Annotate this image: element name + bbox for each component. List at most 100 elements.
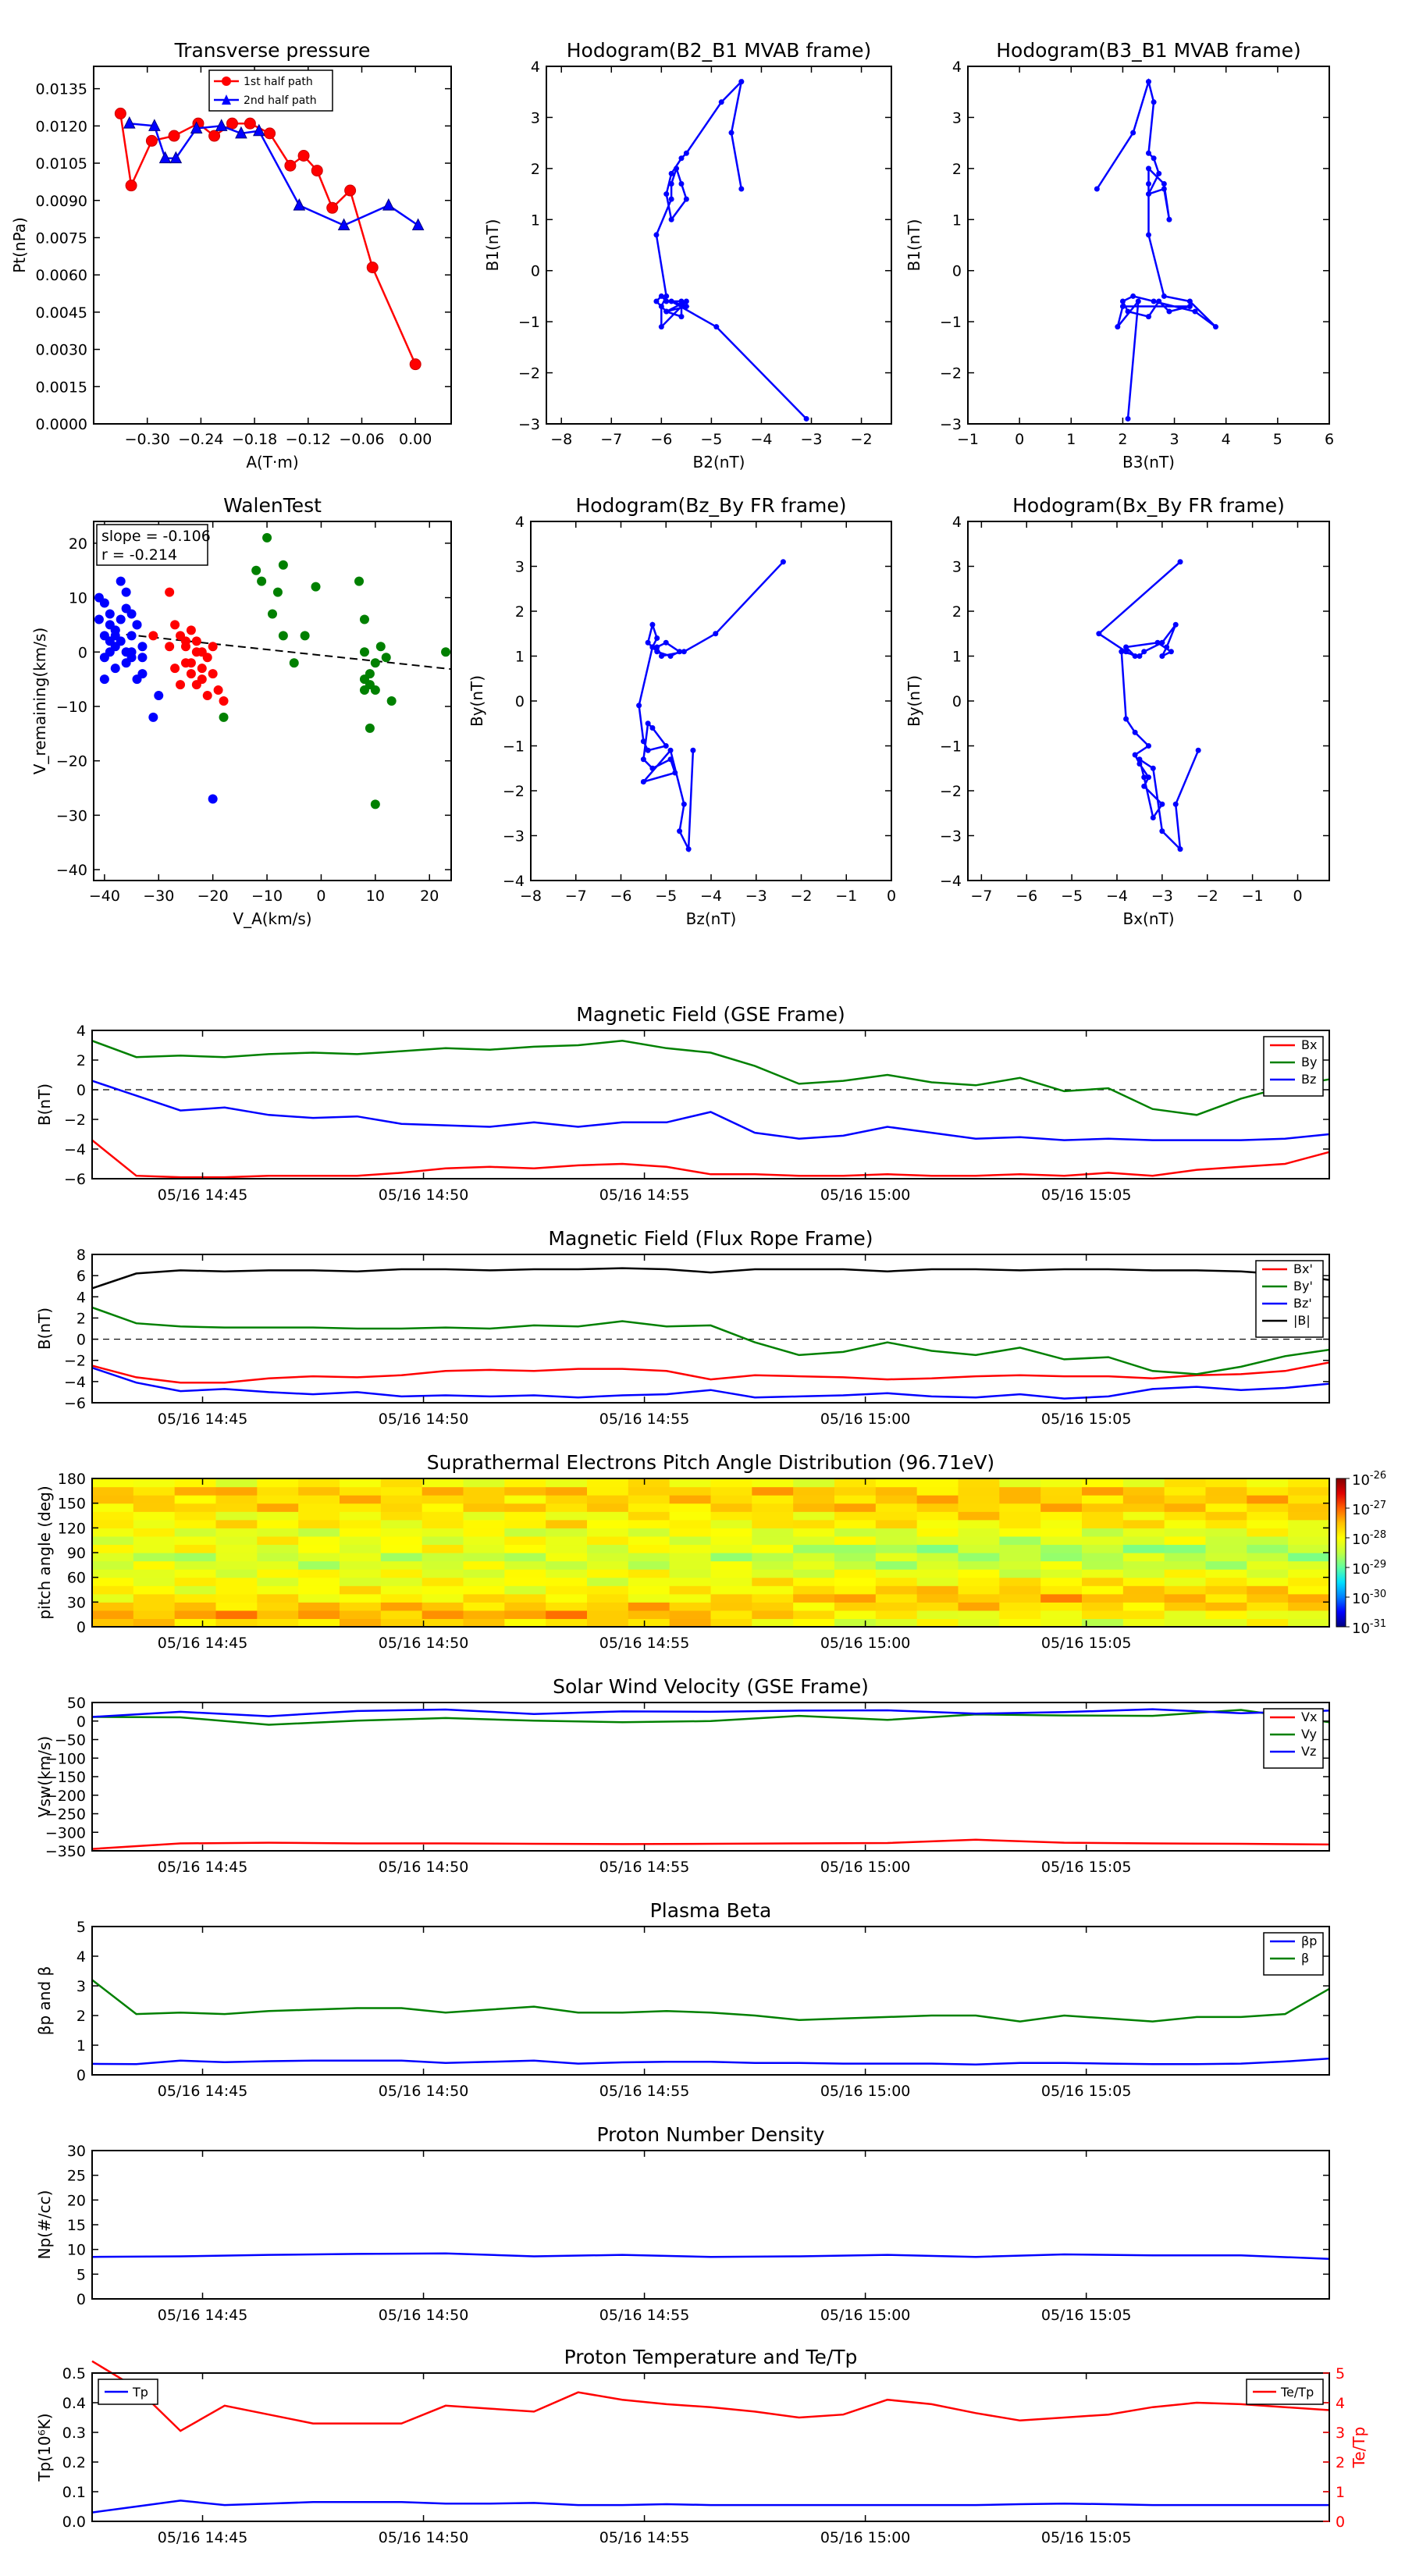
heatmap-cell <box>340 1495 382 1504</box>
heatmap-cell <box>834 1478 877 1488</box>
panel-hodogram-b2-b1: Hodogram(B2_B1 MVAB frame) −8 −7 −6 −5 −4 −3 −2… <box>483 39 892 471</box>
y-axis-label: B(nT) <box>35 1308 54 1350</box>
scatter-point <box>370 799 380 809</box>
scatter-point <box>219 696 229 706</box>
y-tick-label: 0 <box>515 693 525 710</box>
series-marker <box>1123 644 1129 650</box>
heatmap-cell <box>916 1553 959 1562</box>
heatmap-cell <box>793 1569 835 1578</box>
x-tick-label: 05/16 14:55 <box>599 1635 690 1652</box>
heatmap-cell <box>875 1569 918 1578</box>
series-marker <box>1172 801 1179 807</box>
heatmap-cell <box>1205 1503 1247 1512</box>
heatmap-cell <box>587 1535 629 1546</box>
heatmap-cell <box>1122 1478 1165 1488</box>
scatter-point <box>381 653 391 663</box>
heatmap-cell <box>1205 1593 1247 1603</box>
heatmap-cell <box>587 1610 629 1620</box>
x-tick-label: −3 <box>1151 888 1173 905</box>
heatmap-cell <box>875 1511 918 1521</box>
heatmap-cell <box>710 1478 752 1488</box>
heatmap-cell <box>504 1535 546 1546</box>
x-tick-label: −0.30 <box>125 431 170 448</box>
heatmap-cell <box>133 1577 176 1586</box>
heatmap-cell <box>133 1478 176 1488</box>
y-tick-label: 0 <box>952 693 962 710</box>
heatmap-cell <box>752 1610 794 1620</box>
series-line <box>91 1361 1330 1384</box>
heatmap-cell <box>422 1511 464 1521</box>
y-tick-label: 5 <box>76 1919 86 1936</box>
series-line <box>91 1040 1330 1116</box>
scatter-point <box>137 642 148 652</box>
series-marker <box>1151 155 1157 162</box>
heatmap-cell <box>1288 1478 1330 1488</box>
heatmap-cell <box>1082 1553 1124 1562</box>
heatmap-cell <box>504 1602 546 1611</box>
y-tick-label: 15 <box>67 2217 86 2234</box>
heatmap-cell <box>587 1528 629 1537</box>
y-tick-label: 4 <box>76 1289 86 1306</box>
scatter-point <box>197 674 207 685</box>
series-line <box>91 2057 1330 2065</box>
heatmap-cell <box>1082 1535 1124 1546</box>
scatter-point <box>132 620 142 630</box>
heatmap-cell <box>92 1519 134 1528</box>
x-tick-label: 05/16 15:05 <box>1041 1187 1132 1204</box>
y-axis-label: B(nT) <box>35 1083 54 1126</box>
heatmap-cell <box>1040 1528 1083 1537</box>
legend-label: Te/Tp <box>1280 2385 1314 2400</box>
heatmap-cell <box>1082 1478 1124 1488</box>
heatmap-cell <box>752 1585 794 1595</box>
heatmap-cell <box>958 1610 1000 1620</box>
heatmap-cell <box>628 1495 670 1504</box>
heatmap-cell <box>1082 1560 1124 1570</box>
heatmap-cell <box>958 1503 1000 1512</box>
x-tick-label: 05/16 14:50 <box>379 2083 469 2100</box>
heatmap-cell <box>257 1593 299 1603</box>
series-line <box>91 2252 1330 2260</box>
heatmap-cell <box>504 1511 546 1521</box>
colorbar-tick-label: 10-30 <box>1352 1589 1386 1607</box>
heatmap-cell <box>999 1593 1041 1603</box>
y-tick-label-right: 0 <box>1336 2514 1345 2531</box>
heatmap-cell <box>215 1478 258 1488</box>
y-tick-label: 0 <box>76 2067 86 2084</box>
scatter-point <box>110 664 120 674</box>
series-marker <box>1146 314 1151 320</box>
heatmap-cell <box>1040 1511 1083 1521</box>
heatmap-cell <box>257 1478 299 1488</box>
heatmap-cell <box>257 1560 299 1570</box>
heatmap-cell <box>92 1553 134 1562</box>
y-axis-label: V_remaining(km/s) <box>30 628 49 775</box>
x-tick-label: −8 <box>550 431 572 448</box>
heatmap-cell <box>628 1544 670 1553</box>
heatmap-cell <box>1205 1528 1247 1537</box>
series-marker <box>668 180 674 187</box>
heatmap-cell <box>587 1602 629 1611</box>
scatter-point <box>148 631 158 641</box>
x-axis-label: B2(nT) <box>693 453 745 471</box>
heatmap-cell <box>1205 1511 1247 1521</box>
heatmap-cell <box>340 1610 382 1620</box>
y-axis-label: By(nT) <box>905 675 923 727</box>
y-tick-label: 2 <box>76 1310 86 1327</box>
y-tick-label: 0.0030 <box>36 342 87 359</box>
heatmap-cell <box>669 1535 712 1546</box>
y-tick-label: −4 <box>503 873 525 890</box>
scatter-point <box>191 647 201 657</box>
heatmap-cell <box>834 1553 877 1562</box>
heatmap-cell <box>1164 1544 1207 1553</box>
colorbar-tick-exponent: -27 <box>1370 1500 1386 1511</box>
series-marker <box>158 151 172 164</box>
series-line <box>119 113 417 365</box>
chart-title: Hodogram(Bx_By FR frame) <box>1012 494 1285 517</box>
x-tick-label: 0 <box>1293 888 1302 905</box>
heatmap-cell <box>916 1528 959 1537</box>
heatmap-cell <box>1164 1593 1207 1603</box>
heatmap-cell <box>133 1610 176 1620</box>
heatmap-cell <box>257 1511 299 1521</box>
heatmap-cell <box>257 1553 299 1562</box>
heatmap-cell <box>504 1553 546 1562</box>
scatter-point <box>148 712 158 722</box>
